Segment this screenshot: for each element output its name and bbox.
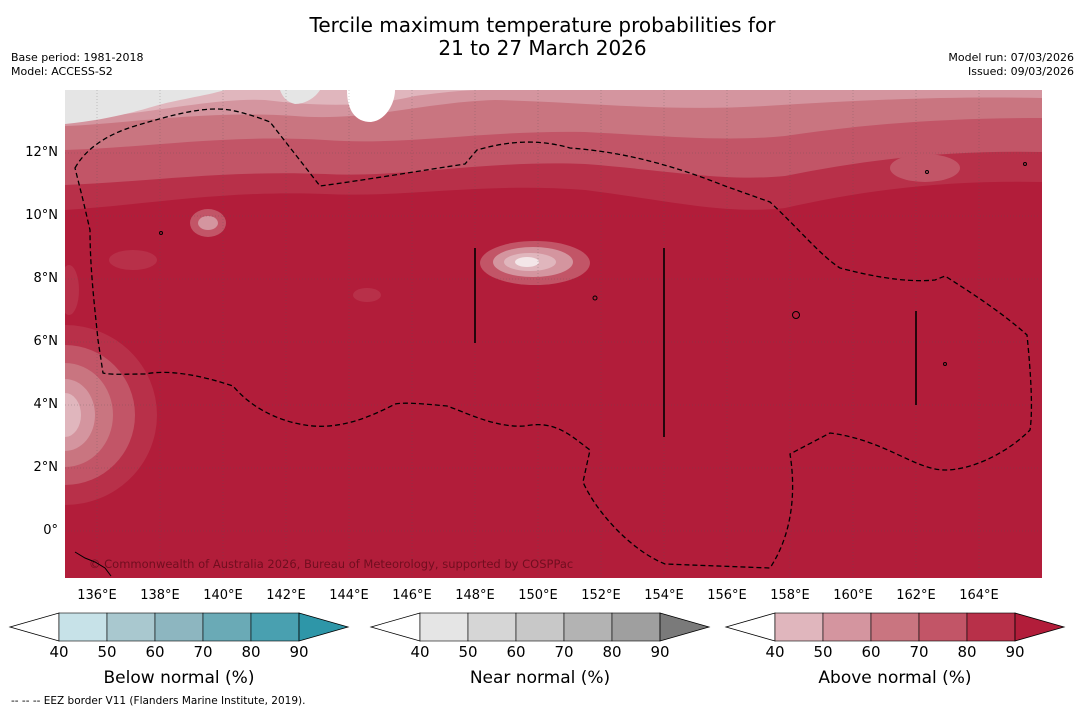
colorbar-title-below: Below normal (%) — [103, 668, 255, 688]
colorbar-above-segment — [966, 612, 1016, 642]
contour-patch — [65, 393, 81, 437]
marker-lines — [474, 248, 917, 437]
colorbar-near-max-extend — [659, 612, 711, 642]
colorbar-below-segment — [154, 612, 204, 642]
lat-label-10n: 10°N — [25, 208, 58, 223]
lon-label-142e: 142°E — [266, 588, 306, 603]
colorbar-above-max-extend — [1014, 612, 1066, 642]
cb-above-tick-40: 40 — [765, 643, 785, 661]
model-run: Model run: 07/03/2026 — [948, 51, 1074, 64]
island-guam — [347, 90, 395, 122]
lon-label-148e: 148°E — [455, 588, 495, 603]
contour-patch — [109, 250, 157, 270]
lon-label-136e: 136°E — [77, 588, 117, 603]
colorbar-near-min-extend — [369, 612, 421, 642]
colorbar-above-normal — [724, 612, 1066, 642]
eez-border — [74, 108, 1033, 569]
near-normal-patch — [65, 90, 225, 124]
lat-label-6n: 6°N — [33, 334, 59, 349]
issued-date: Issued: 09/03/2026 — [967, 65, 1074, 78]
cb-below-tick-90: 90 — [289, 643, 309, 661]
lon-label-156e: 156°E — [707, 588, 747, 603]
eez-border-note: -- -- -- EEZ border V11 (Flanders Marine… — [11, 695, 306, 707]
colorbar-near-segment — [419, 612, 469, 642]
colorbar-near-segment — [515, 612, 565, 642]
title-line-1: Tercile maximum temperature probabilitie… — [309, 13, 776, 37]
cb-near-tick-40: 40 — [410, 643, 430, 661]
model-name: Model: ACCESS-S2 — [11, 65, 113, 78]
copyright-notice: © Commonwealth of Australia 2026, Bureau… — [89, 557, 574, 571]
contour-patch — [198, 216, 218, 230]
cb-near-tick-90: 90 — [650, 643, 670, 661]
lon-label-158e: 158°E — [770, 588, 810, 603]
colorbar-below-segment — [250, 612, 300, 642]
cb-below-tick-70: 70 — [193, 643, 213, 661]
cb-near-tick-70: 70 — [554, 643, 574, 661]
base-period: Base period: 1981-2018 — [11, 51, 144, 64]
lon-label-164e: 164°E — [959, 588, 999, 603]
cb-near-tick-50: 50 — [458, 643, 478, 661]
lat-label-8n: 8°N — [33, 271, 59, 286]
lon-label-138e: 138°E — [140, 588, 180, 603]
lat-label-4n: 4°N — [33, 397, 59, 412]
colorbar-above-min-extend — [724, 612, 776, 642]
lon-label-140e: 140°E — [203, 588, 243, 603]
colorbar-above-segment — [918, 612, 968, 642]
near-normal-patch — [280, 90, 320, 104]
cb-above-tick-60: 60 — [861, 643, 881, 661]
cb-near-tick-80: 80 — [602, 643, 622, 661]
contour-patch — [515, 257, 539, 267]
lon-label-146e: 146°E — [392, 588, 432, 603]
colorbar-above-segment — [774, 612, 824, 642]
cb-below-tick-40: 40 — [49, 643, 69, 661]
contour-patch — [353, 288, 381, 302]
contour-patch — [890, 154, 960, 182]
islands — [74, 162, 1027, 577]
colorbar-above-segment — [822, 612, 872, 642]
colorbar-below-segment — [202, 612, 252, 642]
probability-map: © Commonwealth of Australia 2026, Bureau… — [65, 90, 1042, 578]
contour-patch — [65, 265, 79, 315]
cb-below-tick-50: 50 — [97, 643, 117, 661]
map-canvas — [65, 90, 1042, 578]
lon-label-160e: 160°E — [833, 588, 873, 603]
lon-label-154e: 154°E — [644, 588, 684, 603]
colorbar-title-above: Above normal (%) — [818, 668, 972, 688]
colorbar-below-segment — [58, 612, 108, 642]
map-title: Tercile maximum temperature probabilitie… — [0, 14, 1085, 60]
cb-above-tick-70: 70 — [909, 643, 929, 661]
colorbar-below-segment — [106, 612, 156, 642]
cb-below-tick-60: 60 — [145, 643, 165, 661]
cb-below-tick-80: 80 — [241, 643, 261, 661]
colorbar-near-normal — [369, 612, 711, 642]
colorbars — [8, 612, 1066, 642]
lon-label-144e: 144°E — [329, 588, 369, 603]
cb-above-tick-90: 90 — [1005, 643, 1025, 661]
title-line-2: 21 to 27 March 2026 — [438, 36, 647, 60]
colorbar-title-near: Near normal (%) — [469, 668, 611, 688]
lat-label-12n: 12°N — [25, 145, 58, 160]
cb-above-tick-50: 50 — [813, 643, 833, 661]
cb-above-tick-80: 80 — [957, 643, 977, 661]
lon-label-152e: 152°E — [581, 588, 621, 603]
cb-near-tick-60: 60 — [506, 643, 526, 661]
lon-label-162e: 162°E — [896, 588, 936, 603]
lat-label-0: 0° — [43, 523, 58, 538]
colorbar-below-normal — [8, 612, 350, 642]
colorbar-near-segment — [467, 612, 517, 642]
colorbar-near-segment — [563, 612, 613, 642]
colorbar-above-segment — [870, 612, 920, 642]
colorbar-below-max-extend — [298, 612, 350, 642]
gridlines — [65, 90, 1042, 578]
lon-label-150e: 150°E — [518, 588, 558, 603]
colorbar-near-segment — [611, 612, 661, 642]
lat-label-2n: 2°N — [33, 460, 59, 475]
colorbar-below-min-extend — [8, 612, 60, 642]
